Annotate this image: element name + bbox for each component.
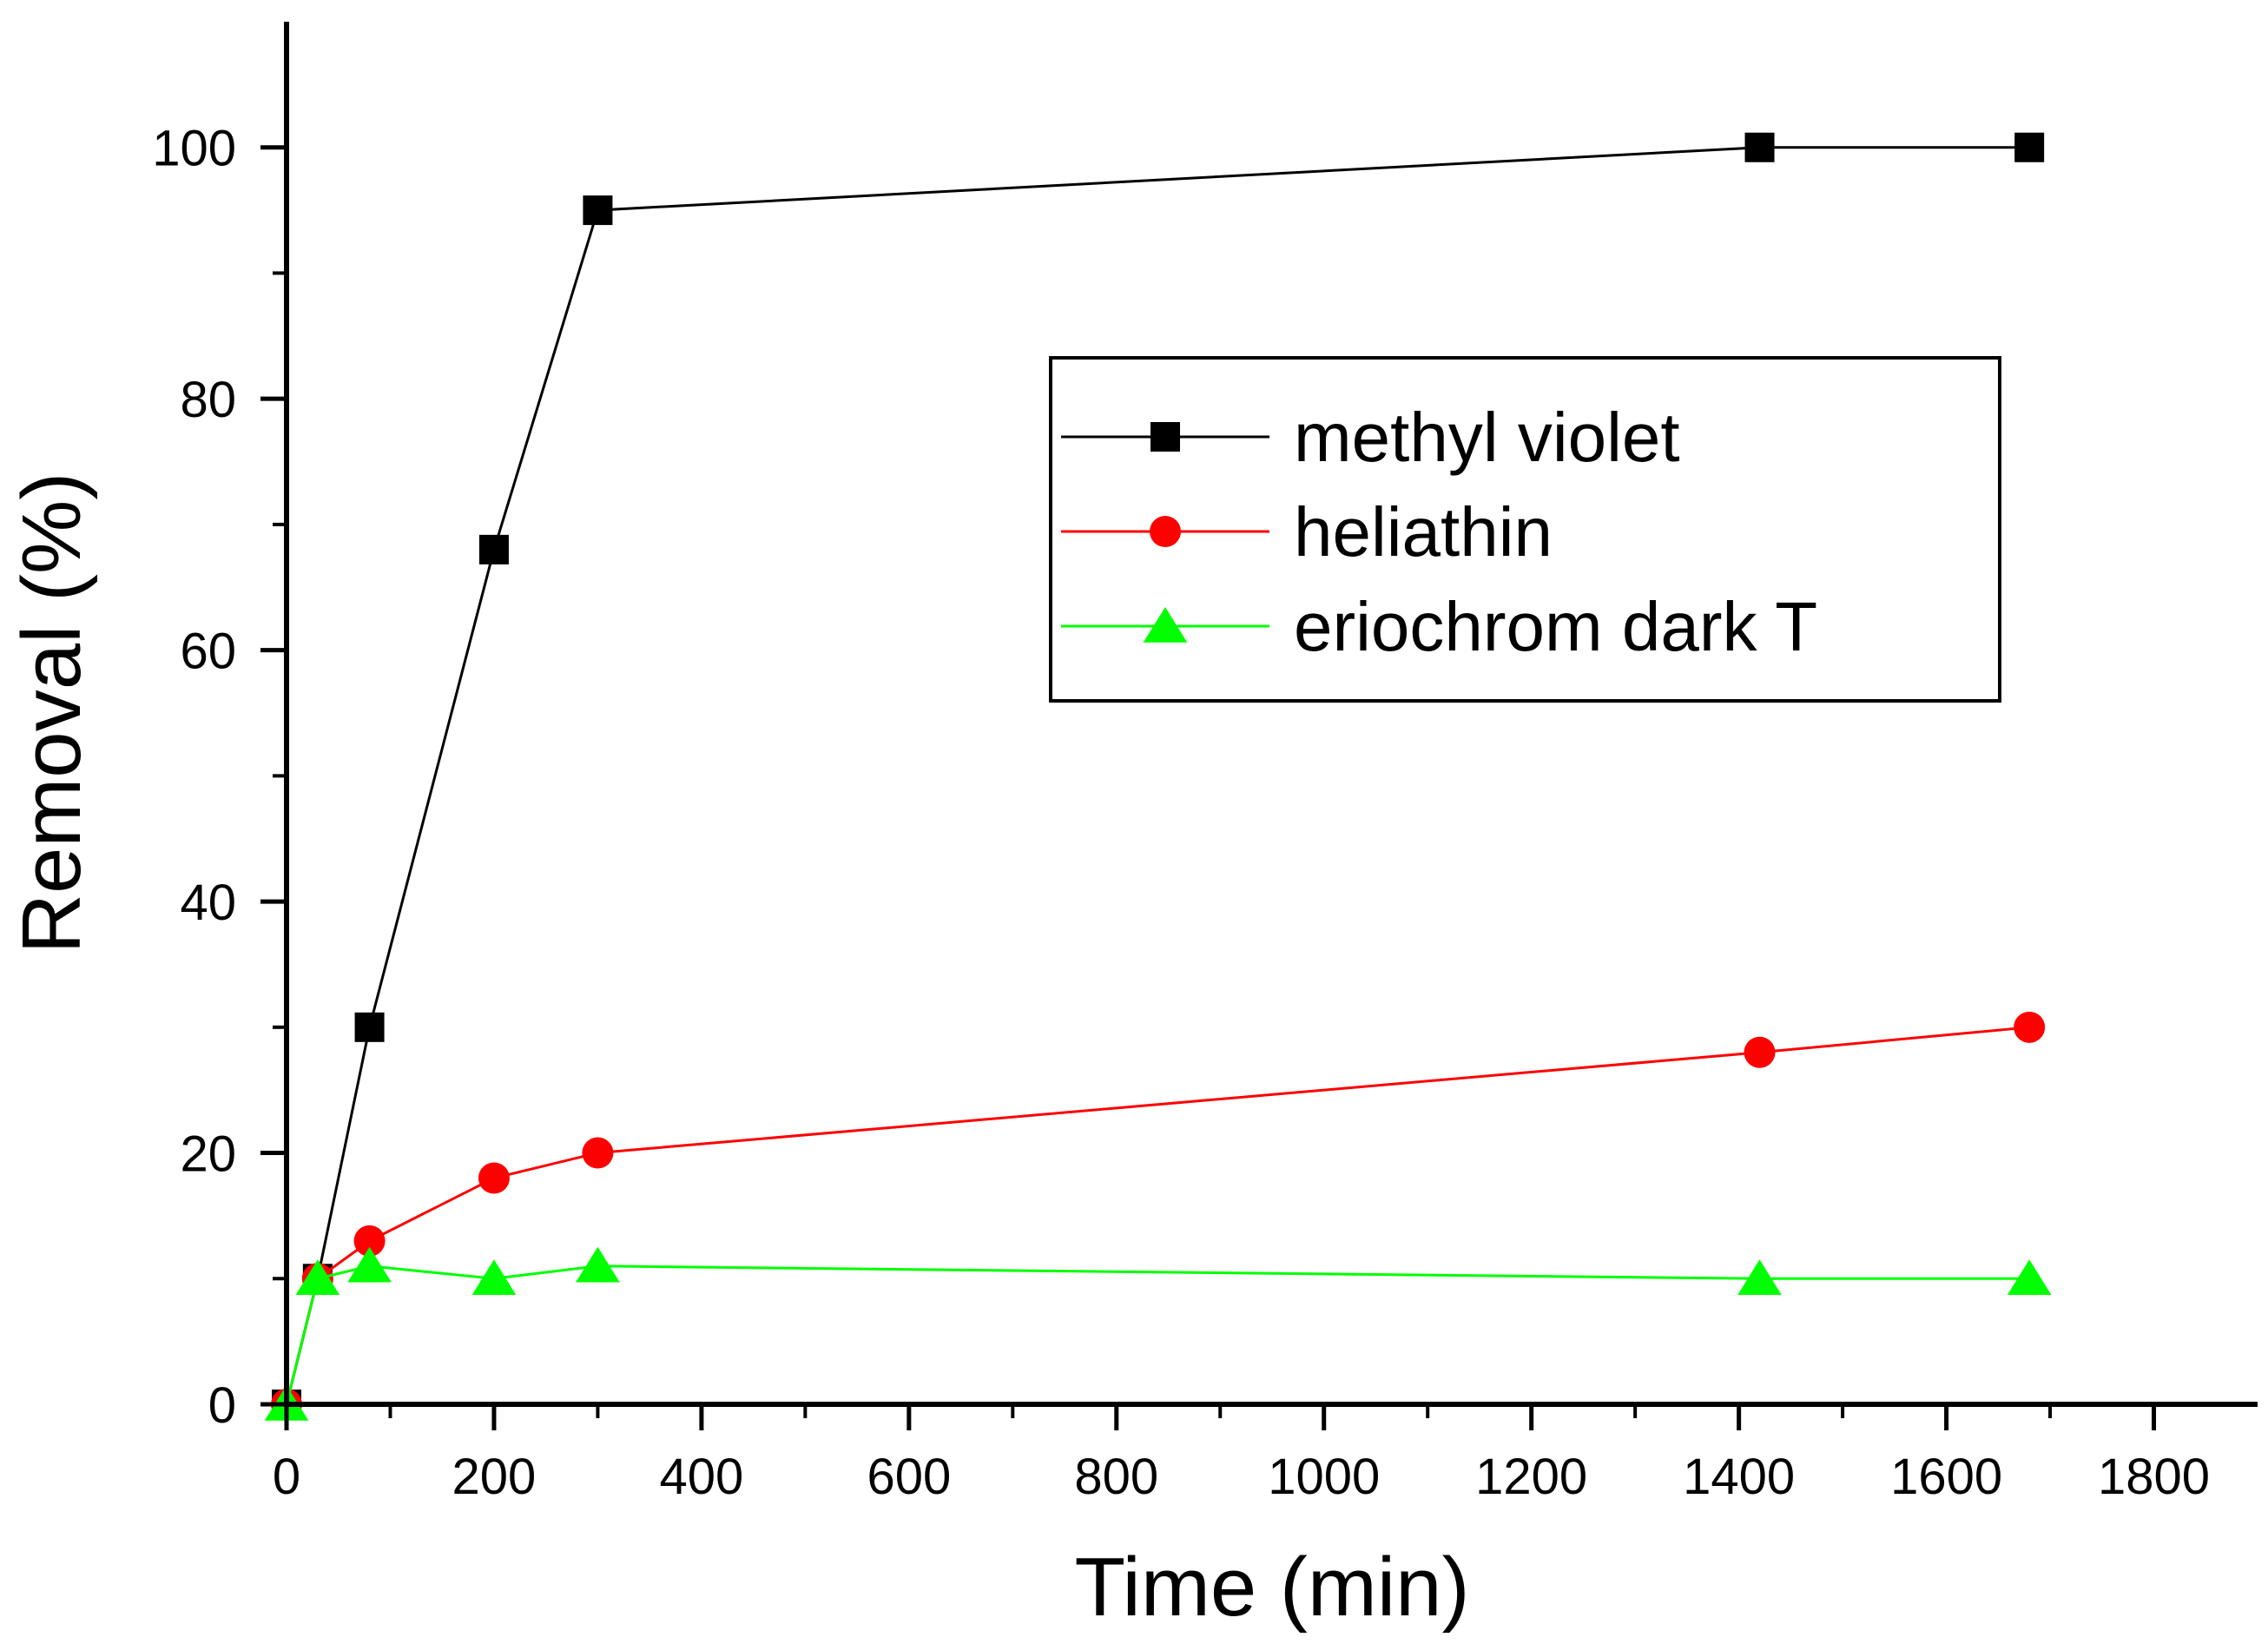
legend-label: heliathin (1294, 493, 1553, 571)
data-point (582, 1137, 614, 1169)
data-point (478, 1162, 510, 1194)
x-tick-label: 1600 (1890, 1449, 2002, 1505)
data-point (347, 1246, 392, 1283)
x-tick-label: 1000 (1268, 1449, 1380, 1505)
y-tick-label: 0 (208, 1377, 236, 1434)
series-2 (264, 1246, 2052, 1421)
x-tick-label: 1800 (2098, 1449, 2210, 1505)
data-point (1744, 1036, 1776, 1068)
data-point (354, 1012, 385, 1042)
data-point (353, 1225, 386, 1257)
data-point (583, 195, 613, 226)
x-tick-label: 400 (660, 1449, 744, 1505)
data-point (2014, 1011, 2046, 1043)
series-layer (264, 132, 2052, 1421)
legend-item: eriochrom dark T (1061, 588, 1817, 665)
legend-label: eriochrom dark T (1294, 588, 1817, 665)
data-point (295, 1259, 340, 1295)
legend-marker (1150, 516, 1181, 547)
data-point (1744, 132, 1775, 162)
y-tick-label: 100 (152, 121, 236, 177)
x-axis-title: Time (min) (1074, 1541, 1469, 1634)
legend-item: methyl violet (1061, 399, 1680, 476)
legend-item: heliathin (1061, 493, 1553, 571)
data-point (576, 1246, 620, 1283)
data-point (471, 1259, 517, 1295)
legend-box (1049, 356, 2001, 703)
legend: methyl violet heliathin eriochrom dark T (1049, 356, 2001, 703)
x-tick-label: 0 (273, 1449, 300, 1505)
x-tick-label: 600 (867, 1449, 951, 1505)
x-tick-label: 800 (1074, 1449, 1158, 1505)
axes (284, 22, 2258, 1407)
data-point (2014, 132, 2045, 162)
y-tick-label: 80 (180, 372, 236, 428)
x-tick-label: 1400 (1683, 1449, 1795, 1505)
y-axis-title: Removal (%) (5, 472, 98, 954)
y-tick-label: 40 (180, 875, 236, 931)
legend-marker (1150, 422, 1180, 452)
x-tick-label: 200 (452, 1449, 537, 1505)
x-tick-label: 1200 (1475, 1449, 1587, 1505)
legend-marker (1143, 607, 1188, 643)
legend-label: methyl violet (1294, 399, 1680, 476)
data-point (2007, 1259, 2052, 1295)
data-point (478, 534, 509, 565)
y-tick-label: 20 (180, 1126, 236, 1183)
y-tick-label: 60 (180, 624, 236, 680)
data-point (1737, 1259, 1782, 1295)
ticks: 0 200 400 600 800 1000 1200 1400 1600 1800 0 20 40 60… (152, 121, 2210, 1505)
